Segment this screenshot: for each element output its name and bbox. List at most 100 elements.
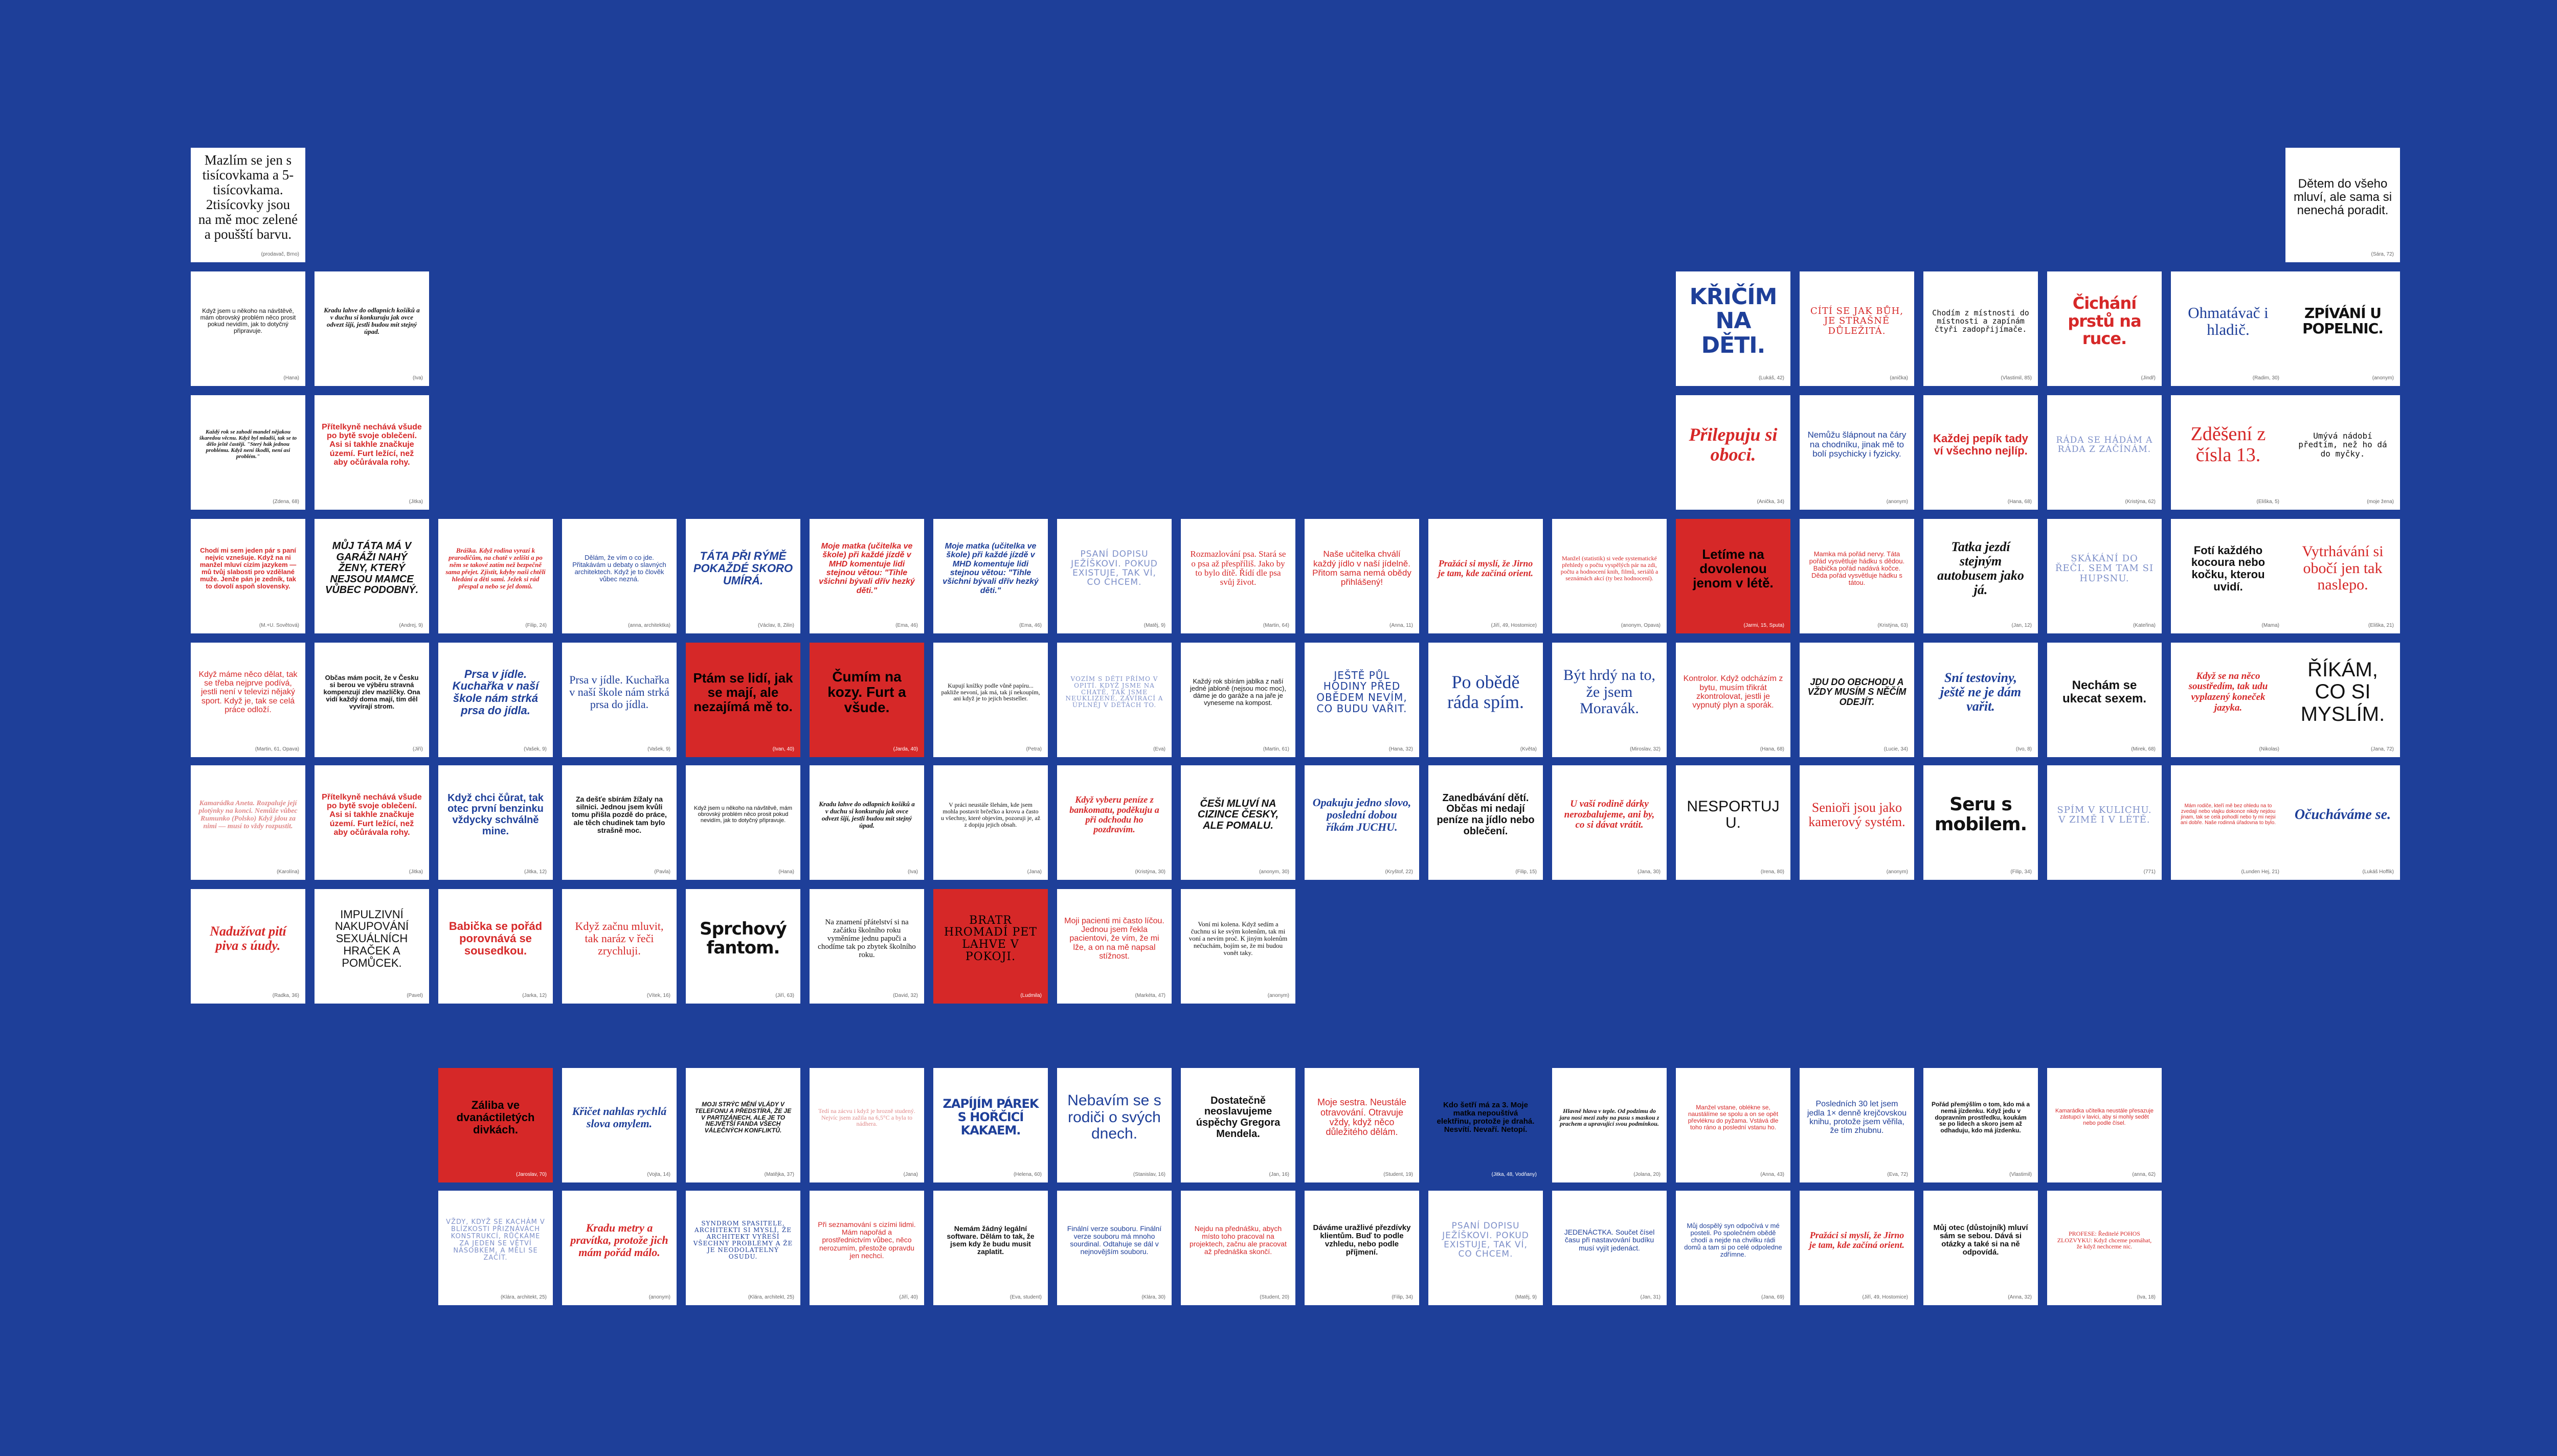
tile-quote: Čichání prstů na ruce. [2068,293,2141,349]
tile-author: (Klára, architekt, 25) [748,1294,794,1300]
tile-quote: PROFESE: Ředitelé POHOS ZLOZVYKU: Když c… [2057,1230,2152,1250]
tile-author: (Mama) [2261,623,2279,628]
tile-author: (anna, architektka) [628,623,670,628]
tile-author: (anonym) [1267,993,1289,998]
tile-quote: Umývá nádobí předtím, než ho dá do myčky… [2298,431,2387,459]
tile-quote: Kupují knížky podle vůně papíru... pakli… [941,681,1040,702]
tile-author: (Jitka, 48, Vodňany) [1491,1172,1537,1177]
tile-4-1: Chodí mi sem jeden pár s paní nejvíc vzn… [191,519,305,633]
tile-author: (Jana) [903,1172,918,1177]
tile-6-3: Když chci čůrat, tak otec první benzinku… [438,765,553,880]
tile-author: (Vlastimil) [2009,1172,2032,1177]
tile-author: (anonym) [2372,375,2394,381]
tile-author: (Ema, 46) [1019,623,1042,628]
tile-author: (Jan, 16) [1269,1172,1289,1177]
tile-5-13: Kontrolor. Když odcházím z bytu, musím t… [1676,643,1790,757]
tile-quote: JEDENÁCTKA. Součet čísel času při nastav… [1564,1228,1655,1252]
tile-10-5: SYNDROM SPASITELE, ARCHITEKTI SI MYSLÍ, … [686,1191,800,1305]
tile-quote: Chodí mi sem jeden pár s paní nejvíc vzn… [199,546,297,590]
tile-author: (Kristýna, 30) [1135,869,1165,875]
tile-author: (Radim, 30) [2252,375,2279,381]
tile-author: (Jindř) [2141,375,2156,381]
tile-author: (Ivo, 8) [2015,746,2032,752]
tile-quote: Při seznamování s cizími lidmi. Mám napo… [818,1220,916,1260]
tile-quote: Být hrdý na to, že jsem Moravák. [1563,667,1655,717]
tile-quote: Moje sestra. Neustále otravování. Otravu… [1317,1097,1407,1138]
tile-author: (Sára, 72) [2371,252,2394,257]
tile-author: (Lucie, 34) [1883,746,1908,752]
tile-quote: Každý rok se zahodí mandel nějakou škare… [199,429,297,460]
tile-quote: Občas mám pocit, že v Česku si berou ve … [323,673,420,711]
tile-quote: PSANÍ DOPISU JEŽÍŠKOVI. POKUD EXISTUJE, … [1442,1221,1529,1260]
tile-quote: Zděšení z čísla 13. [2190,423,2266,466]
tile-quote: Nechám se ukecat sexem. [2062,678,2147,706]
tile-5-3: Prsa v jídle. Kuchařka v naší škole nám … [438,643,553,757]
tile-10-9: Nejdu na přednášku, abych místo toho pra… [1181,1191,1295,1305]
tile-author: (Jitka) [409,499,423,505]
tile-author: (Nikolas) [2259,746,2279,752]
tile-author: (Hana) [778,869,794,875]
tile-author: (Miroslav, 32) [1630,746,1661,752]
tile-quote: ZPÍVÁNÍ U POPELNIC. [2302,304,2384,337]
tile-quote: Můj dospělý syn odpočívá v mé posteli. P… [1684,1221,1782,1259]
tile-5-6: Čumím na kozy. Furt a všude. (Jarda, 40) [810,643,924,757]
tile-quote: Nemám žádný legální software. Dělám to t… [947,1224,1035,1256]
tile-quote: Nemůžu šlápnout na čáry na chodníku, jin… [1807,430,1906,459]
tile-10-3: VŽDY, KDYŽ SE KACHÁM V BLÍZKOSTI PŘIZNÁV… [438,1191,553,1305]
tile-3-1: Každý rok se zahodí mandel nějakou škare… [191,395,305,510]
tile-5-1: Když máme něco dělat, tak se třeba nejpr… [191,643,305,757]
tile-quote: Voní mi kolena. Když sedím a čuchnu si k… [1188,920,1288,957]
tile-5-5: Ptám se lidí, jak se mají, ale nezajímá … [686,643,800,757]
tile-4-5: TÁTA PŘI RÝMĚ POKAŽDÉ SKORO UMÍRÁ. (Václa… [686,519,800,633]
tile-quote: Když jsem u někoho na návštěvě, mám obro… [200,307,296,334]
tile-author: (anonym) [1886,869,1908,875]
tile-6-15: Seru s mobilem. (Filip, 34) [1923,765,2038,880]
tile-author: (Jolana, 20) [1633,1172,1661,1177]
tile-author: (Eliška, 5) [2256,499,2279,505]
tile-author: (Vítek, 16) [646,993,670,998]
tile-6-6: Kradu lahve do odlapnich košíků a v duch… [810,765,924,880]
tile-6-12: U vaší rodině dárky nerozbalujeme, ani b… [1552,765,1667,880]
tile-quote: Chodím z místnosti do místnosti a zapíná… [1932,308,2029,334]
tile-author: (Student, 20) [1260,1294,1289,1300]
tile-4-4: Dělám, že vím o co jde. Přitakávám u deb… [562,519,677,633]
tile-quote: Mamka má pořád nervy. Táta pořád vysvětl… [1809,550,1905,587]
tile-quote: Posledních 30 let jsem jedla 1× denně kr… [1807,1100,1907,1135]
tile-quote: Každý rok sbírám jablka z naší jedné jab… [1190,677,1286,707]
tile-quote: NESPORTUJU. [1687,798,1780,831]
tile-6-2: Přítelkyně nechává všude po bytě svoje o… [315,765,429,880]
tile-author: (Irena, 80) [1760,869,1784,875]
tile-quote: Kradu lahve do odlapnich košíků a v duch… [324,306,420,336]
tile-quote: Čumím na kozy. Furt a všude. [827,668,906,716]
tile-author: (anonym) [648,1294,670,1300]
tile-10-16: PROFESE: Ředitelé POHOS ZLOZVYKU: Když c… [2047,1191,2162,1305]
tile-5-10: JEŠTĚ PŮL HODINY PŘED OBĚDEM NEVÍM, CO B… [1305,643,1419,757]
tile-quote: Když začnu mluvit, tak naráz v řeči zryc… [575,920,664,957]
tile-quote: JEŠTĚ PŮL HODINY PŘED OBĚDEM NEVÍM, CO B… [1316,669,1407,715]
tile-7-5: Sprchový fantom. (Jiří, 63) [686,889,800,1004]
tile-quote: Křičet nahlas rychlá slova omylem. [572,1105,667,1130]
tile-quote: Přítelkyně nechává všude po bytě svoje o… [322,422,422,467]
tile-author: (Vašek, 9) [647,746,670,752]
tile-author: (Jitka) [409,869,423,875]
tile-2-2: Kradu lahve do odlapnich košíků a v duch… [315,271,429,386]
tile-author: (Martin, 64) [1263,623,1289,628]
tile-author: (Filip, 34) [2010,869,2032,875]
tile-6-13: NESPORTUJU. (Irena, 80) [1676,765,1790,880]
tile-quote: Vytrhávání si obočí jen tak naslepo. [2302,543,2384,594]
tile-6-5: Když jsem u někoho na návštěvě, mám obro… [686,765,800,880]
tile-author: (Jarmi, 15, Sputa) [1743,623,1784,628]
tile-6-8: Když vyberu peníze z bankomatu, poděkuju… [1057,765,1172,880]
tile-author: (Kristýna, 62) [2125,499,2156,505]
tile-4-7: Moje matka (učitelka ve škole) při každé… [933,519,1048,633]
tile-quote: KŘIČÍM NA DĚTI. [1689,283,1778,358]
tile-author: (Květa) [1520,746,1537,752]
tile-quote: Kamarádka učitelka neustále přesazuje zá… [2055,1108,2154,1126]
tile-author: (Eva, student) [1010,1294,1042,1300]
tile-author: (771) [2143,869,2156,875]
tile-9-11: Kdo šetří má za 3. Moje matka nepouštívá… [1428,1068,1543,1182]
tile-3-18: Umývá nádobí předtím, než ho dá do myčky… [2285,395,2400,510]
tile-quote: Finální verze souboru. Finální verze sou… [1067,1224,1162,1256]
tile-author: (Anna, 43) [1760,1172,1784,1177]
tile-author: (Jiří, 63) [775,993,794,998]
